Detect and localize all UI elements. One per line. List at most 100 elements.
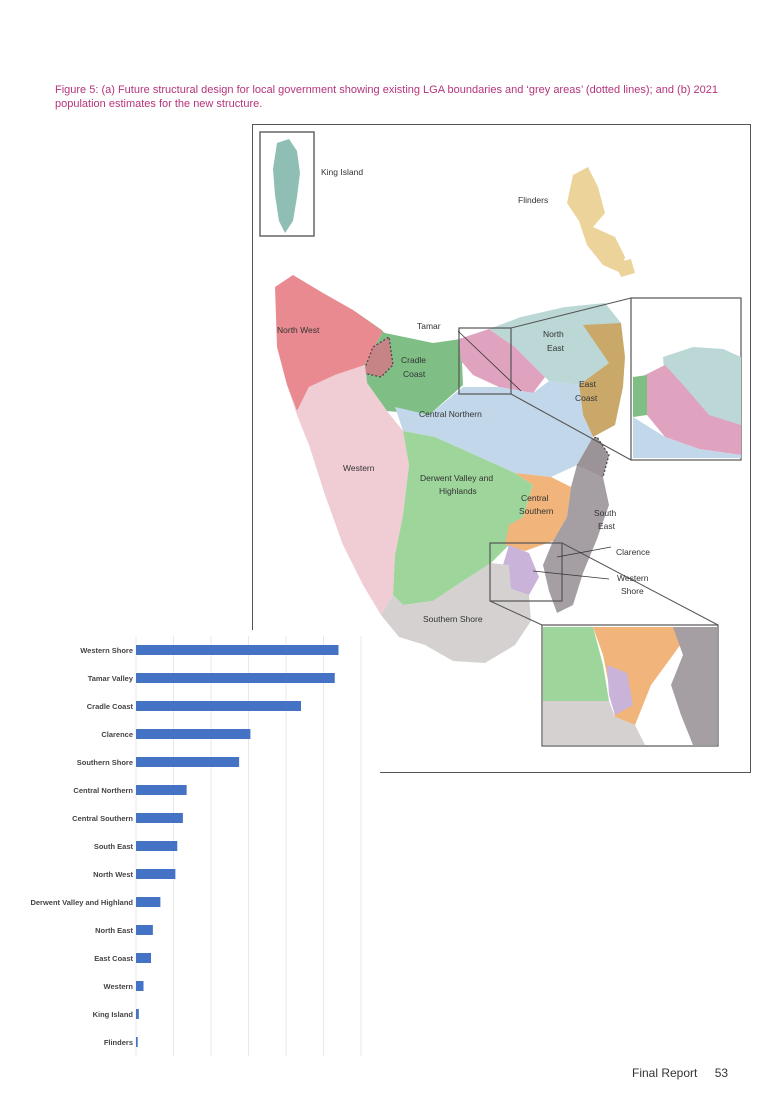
tasmania-map: King Island Flinders North West Tamar No… — [259, 131, 742, 747]
page-footer: Final Report 53 — [632, 1066, 728, 1080]
chart-category-labels: Western Shore Tamar Valley Cradle Coast Cla… — [30, 646, 133, 1047]
north-west-region — [275, 275, 383, 411]
cradle-coast-region — [353, 310, 463, 415]
label-north-east-2: East — [547, 343, 565, 353]
category-label: East Coast — [94, 954, 133, 963]
south-inset-southern-shore — [543, 701, 645, 745]
south-inset-derwent — [543, 627, 609, 701]
chart-x-tick-labels: 0 20000 40000 60000 80000 100000 120000 — [134, 1069, 374, 1070]
footer-page-number: 53 — [714, 1066, 729, 1080]
south-leader-left — [489, 600, 543, 626]
category-label: King Island — [93, 1010, 134, 1019]
north-east-region — [489, 303, 621, 385]
bar — [136, 729, 251, 739]
tamar-label-leader — [457, 330, 522, 392]
bar — [136, 925, 153, 935]
flinders-islet — [615, 259, 635, 277]
label-tamar: Tamar — [417, 321, 441, 331]
category-label: Southern Shore — [77, 758, 133, 767]
bar — [136, 785, 187, 795]
label-western-shore-2: Shore — [621, 586, 644, 596]
tamar-leader-bottom — [510, 393, 632, 461]
western-shore-label-leader — [532, 570, 610, 580]
tamar-leader-top — [510, 297, 632, 329]
south-east-region — [543, 465, 609, 613]
x-tick-label: 60000 — [238, 1069, 259, 1070]
bar — [136, 673, 335, 683]
category-label: Central Northern — [73, 786, 133, 795]
tamar-inset-tamar — [645, 365, 741, 455]
x-tick-label: 100000 — [311, 1069, 336, 1070]
label-flinders: Flinders — [518, 195, 548, 205]
category-label: Western Shore — [80, 646, 133, 655]
tamar-inset-cradle — [633, 375, 647, 417]
bar — [136, 897, 161, 907]
bar — [136, 953, 151, 963]
central-northern-region — [395, 381, 593, 477]
clarence-label-leader — [556, 546, 612, 558]
label-north-west: North West — [277, 325, 320, 335]
category-label: Central Southern — [72, 814, 133, 823]
label-cradle-2: Coast — [403, 369, 426, 379]
tamar-inset-north-east — [663, 347, 741, 425]
x-tick-label: 40000 — [201, 1069, 222, 1070]
bar — [136, 1009, 139, 1019]
tamar-zoom-box — [458, 327, 512, 395]
south-leader-right — [561, 542, 719, 626]
category-label: South East — [94, 842, 134, 851]
category-label: Derwent Valley and Highland — [30, 898, 133, 907]
category-label: Cradle Coast — [87, 702, 134, 711]
king-island-region — [273, 139, 300, 233]
label-south-east-2: East — [598, 521, 616, 531]
label-south-east-1: South — [594, 508, 616, 518]
bar — [136, 701, 301, 711]
central-southern-region — [505, 473, 571, 551]
population-bar-chart: Western Shore Tamar Valley Cradle Coast Cla… — [20, 630, 380, 1070]
southern-shore-region — [381, 563, 531, 663]
footer-report-title: Final Report — [632, 1066, 698, 1080]
label-north-east-1: North — [543, 329, 564, 339]
derwent-valley-region — [393, 431, 533, 605]
tamar-region — [459, 329, 545, 393]
category-label: Tamar Valley — [88, 674, 134, 683]
cradle-grey-area — [362, 336, 394, 378]
east-coast-region — [579, 323, 625, 437]
label-western-shore-1: Western — [617, 573, 649, 583]
chart-bars — [136, 645, 339, 1047]
bar-chart-svg: Western Shore Tamar Valley Cradle Coast Cla… — [30, 636, 374, 1070]
label-clarence: Clarence — [616, 547, 650, 557]
category-label: North West — [93, 870, 133, 879]
x-tick-label: 120000 — [348, 1069, 373, 1070]
bar — [136, 645, 339, 655]
label-derwent-1: Derwent Valley and — [420, 473, 493, 483]
x-tick-label: 0 — [134, 1069, 138, 1070]
label-cradle-1: Cradle — [401, 355, 426, 365]
x-tick-label: 20000 — [163, 1069, 184, 1070]
bar — [136, 757, 240, 767]
label-central-southern-2: Southern — [519, 506, 554, 516]
south-zoom-box — [489, 542, 563, 602]
category-label: Clarence — [101, 730, 133, 739]
flinders-region — [567, 167, 625, 273]
south-inset-western-shore — [607, 665, 633, 715]
western-region — [287, 365, 409, 615]
category-label: Western — [104, 982, 134, 991]
label-derwent-2: Highlands — [439, 486, 477, 496]
label-southern-shore: Southern Shore — [423, 614, 483, 624]
figure-caption: Figure 5: (a) Future structural design f… — [55, 84, 719, 110]
label-east-coast-1: East — [579, 379, 597, 389]
south-inset-south-east — [671, 627, 717, 745]
label-western: Western — [343, 463, 375, 473]
bar — [136, 981, 144, 991]
category-label: North East — [95, 926, 133, 935]
bar — [136, 841, 178, 851]
western-shore-region — [503, 545, 539, 595]
label-central-northern: Central Northern — [419, 409, 482, 419]
map-figure: King Island Flinders North West Tamar No… — [252, 124, 751, 773]
bar — [136, 1037, 138, 1047]
x-tick-label: 80000 — [276, 1069, 297, 1070]
bar — [136, 869, 176, 879]
label-king-island: King Island — [321, 167, 363, 177]
label-east-coast-2: Coast — [575, 393, 598, 403]
label-central-southern-1: Central — [521, 493, 549, 503]
